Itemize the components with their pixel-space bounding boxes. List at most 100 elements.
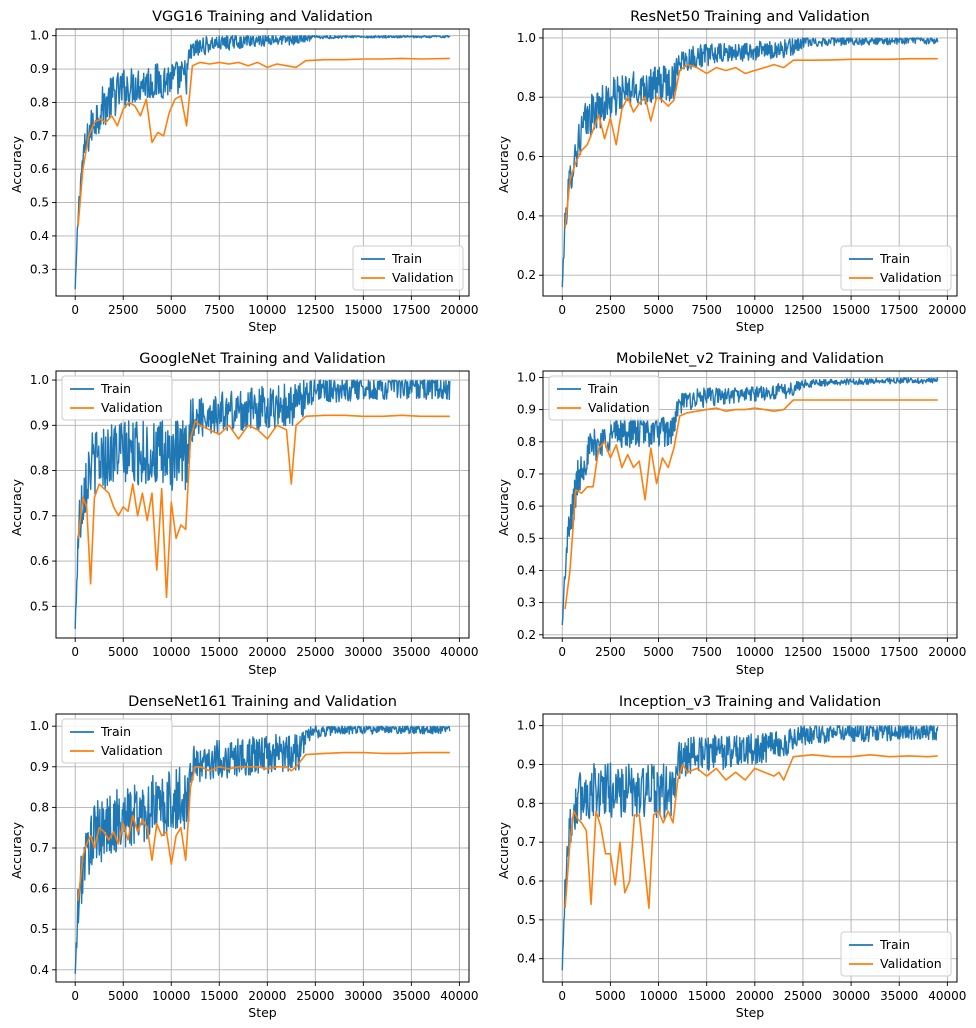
x-tick-label: 30000: [344, 989, 382, 1003]
x-tick-label: 15000: [344, 303, 382, 317]
legend-label-validation: Validation: [880, 956, 942, 971]
y-tick-label: 0.6: [30, 162, 49, 176]
x-tick-label: 40000: [928, 989, 966, 1003]
series-line-train: [561, 37, 939, 288]
plot-frame: [542, 28, 958, 297]
y-tick-label: 0.7: [517, 467, 536, 481]
x-tick-label: 0: [558, 303, 566, 317]
legend-label-train: Train: [587, 381, 618, 396]
y-tick-label: 0.9: [30, 760, 49, 774]
y-axis-label: Accuracy: [496, 821, 511, 879]
y-tick-label: 0.2: [517, 268, 536, 282]
legend-box: [548, 375, 660, 421]
plot-frame: [542, 370, 958, 639]
series-lines: [561, 37, 939, 288]
legend-label-validation: Validation: [880, 270, 942, 285]
legend-label-train: Train: [100, 724, 131, 739]
y-tick-label: 0.8: [517, 90, 536, 104]
chart-title: ResNet50 Training and Validation: [630, 9, 870, 25]
x-tick-label: 10000: [152, 645, 190, 659]
legend-label-train: Train: [391, 251, 422, 266]
y-tick-label: 0.5: [517, 913, 536, 927]
x-tick-label: 15000: [832, 303, 870, 317]
legend-label-train: Train: [100, 381, 131, 396]
x-tick-label: 35000: [392, 989, 430, 1003]
chart-vgg16: VGG16 Training and Validation Step Accur…: [9, 9, 478, 334]
chart-title: DenseNet161 Training and Validation: [128, 694, 397, 710]
legend: Train Validation: [61, 375, 173, 421]
x-tick-label: 15000: [200, 989, 238, 1003]
y-tick-label: 0.7: [30, 509, 49, 523]
x-tick-label: 20000: [736, 989, 774, 1003]
x-tick-label: 5000: [108, 989, 139, 1003]
x-tick-label: 30000: [832, 989, 870, 1003]
x-tick-label: 17500: [880, 303, 918, 317]
y-tick-label: 0.8: [30, 800, 49, 814]
x-tick-label: 5000: [595, 989, 626, 1003]
legend-label-validation: Validation: [101, 743, 163, 758]
plot-frame: [55, 28, 470, 297]
x-tick-label: 17500: [880, 645, 918, 659]
x-tick-label: 25000: [296, 645, 334, 659]
legend: Train Validation: [840, 931, 952, 977]
legend: Train Validation: [61, 718, 173, 764]
x-tick-label: 25000: [784, 989, 822, 1003]
chart-mobilenet-v2: MobileNet_v2 Training and Validation Ste…: [496, 351, 966, 677]
y-tick-label: 0.4: [517, 563, 536, 577]
y-tick-label: 0.8: [30, 464, 49, 478]
x-tick-label: 5000: [156, 303, 187, 317]
legend-box: [61, 375, 173, 421]
x-tick-label: 35000: [392, 645, 430, 659]
y-tick-label: 0.6: [30, 882, 49, 896]
series-lines: [561, 377, 939, 626]
y-tick-label: 0.7: [30, 841, 49, 855]
x-tick-label: 12500: [296, 303, 334, 317]
series-line-validation: [77, 414, 450, 599]
legend: Train Validation: [840, 245, 952, 291]
legend-label-train: Train: [879, 251, 910, 266]
y-tick-label: 1.0: [517, 31, 536, 45]
x-tick-label: 10000: [152, 989, 190, 1003]
x-tick-label: 12500: [784, 645, 822, 659]
chart-googlenet: GoogleNet Training and Validation Step A…: [9, 351, 478, 677]
x-tick-label: 0: [71, 989, 79, 1003]
y-tick-label: 0.5: [30, 922, 49, 936]
y-tick-label: 0.5: [30, 196, 49, 210]
ticks: 0 2500 5000 7500 10000 12500 15000 17500 20000 0.…: [517, 370, 967, 659]
y-tick-label: 0.8: [517, 435, 536, 449]
y-tick-label: 0.4: [30, 963, 49, 977]
y-tick-label: 0.3: [30, 262, 49, 276]
x-tick-label: 0: [71, 645, 79, 659]
x-tick-label: 30000: [344, 645, 382, 659]
x-tick-label: 7500: [691, 645, 722, 659]
x-tick-label: 10000: [639, 989, 677, 1003]
x-axis-label: Step: [736, 662, 765, 677]
x-tick-label: 40000: [440, 989, 478, 1003]
x-axis-label: Step: [736, 1005, 765, 1020]
y-tick-label: 0.6: [517, 499, 536, 513]
series-line-validation: [77, 751, 450, 901]
series-line-validation: [564, 57, 938, 228]
chart-densenet161: DenseNet161 Training and Validation Step…: [9, 694, 478, 1020]
x-tick-label: 20000: [248, 989, 286, 1003]
series-line-train: [74, 725, 451, 974]
legend-label-validation: Validation: [392, 270, 454, 285]
chart-inception-v3: Inception_v3 Training and Validation Ste…: [496, 694, 966, 1020]
y-tick-label: 0.5: [517, 531, 536, 545]
y-tick-label: 0.9: [517, 757, 536, 771]
y-tick-label: 1.0: [517, 719, 536, 733]
x-tick-label: 20000: [440, 303, 478, 317]
x-tick-label: 17500: [392, 303, 430, 317]
chart-title: MobileNet_v2 Training and Validation: [616, 351, 884, 367]
x-tick-label: 7500: [204, 303, 235, 317]
series-line-validation: [77, 57, 450, 226]
y-tick-label: 0.8: [517, 796, 536, 810]
x-tick-label: 20000: [928, 303, 966, 317]
ticks: 0 2500 5000 7500 10000 12500 15000 17500 20000 0.…: [517, 31, 967, 317]
y-axis-label: Accuracy: [9, 478, 24, 536]
legend-box: [840, 931, 952, 977]
plot-frame: [542, 713, 958, 983]
y-tick-label: 0.8: [30, 95, 49, 109]
y-tick-label: 1.0: [517, 370, 536, 384]
